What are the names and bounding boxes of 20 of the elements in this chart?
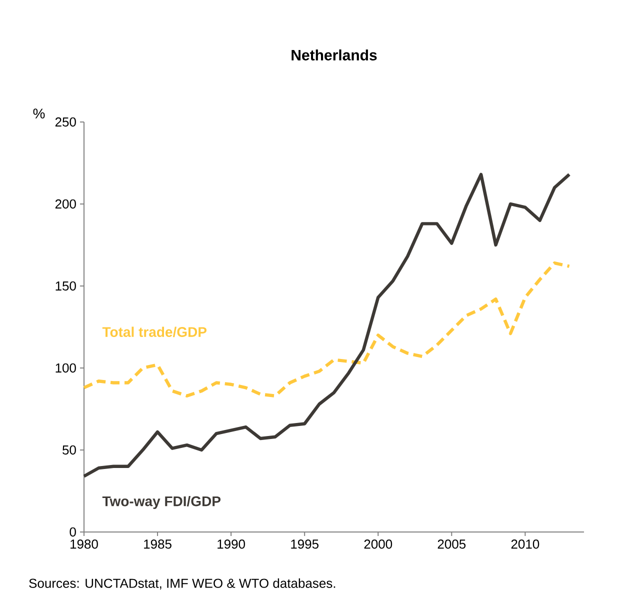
x-tick-label: 1985 <box>144 540 172 549</box>
y-tick-label: 150 <box>56 281 76 291</box>
y-axis-title: % <box>33 108 45 118</box>
chart-title: Netherlands <box>292 49 377 60</box>
x-tick-label: 2005 <box>438 540 466 549</box>
series-label: Two-way FDI/GDP <box>102 496 221 509</box>
line-series <box>82 172 571 478</box>
y-tick-label: 0 <box>70 527 76 537</box>
y-tick-label: 200 <box>55 199 76 209</box>
x-tick-label: 2000 <box>364 540 392 549</box>
x-tick-label: 1995 <box>291 540 318 549</box>
text: Total trade/GDP <box>102 326 207 338</box>
y-tick-label: 250 <box>55 117 76 127</box>
source-note: Sources: UNCTADstat, IMF WEO & WTO databases. <box>29 578 336 590</box>
x-tick-label: 2010 <box>511 540 540 549</box>
x-tick-label: 1990 <box>218 540 246 549</box>
y-tick-label: 100 <box>56 363 76 373</box>
y-tick-label: 50 <box>62 445 76 455</box>
x-tick-label: 1980 <box>70 540 98 549</box>
line-series <box>82 261 571 398</box>
